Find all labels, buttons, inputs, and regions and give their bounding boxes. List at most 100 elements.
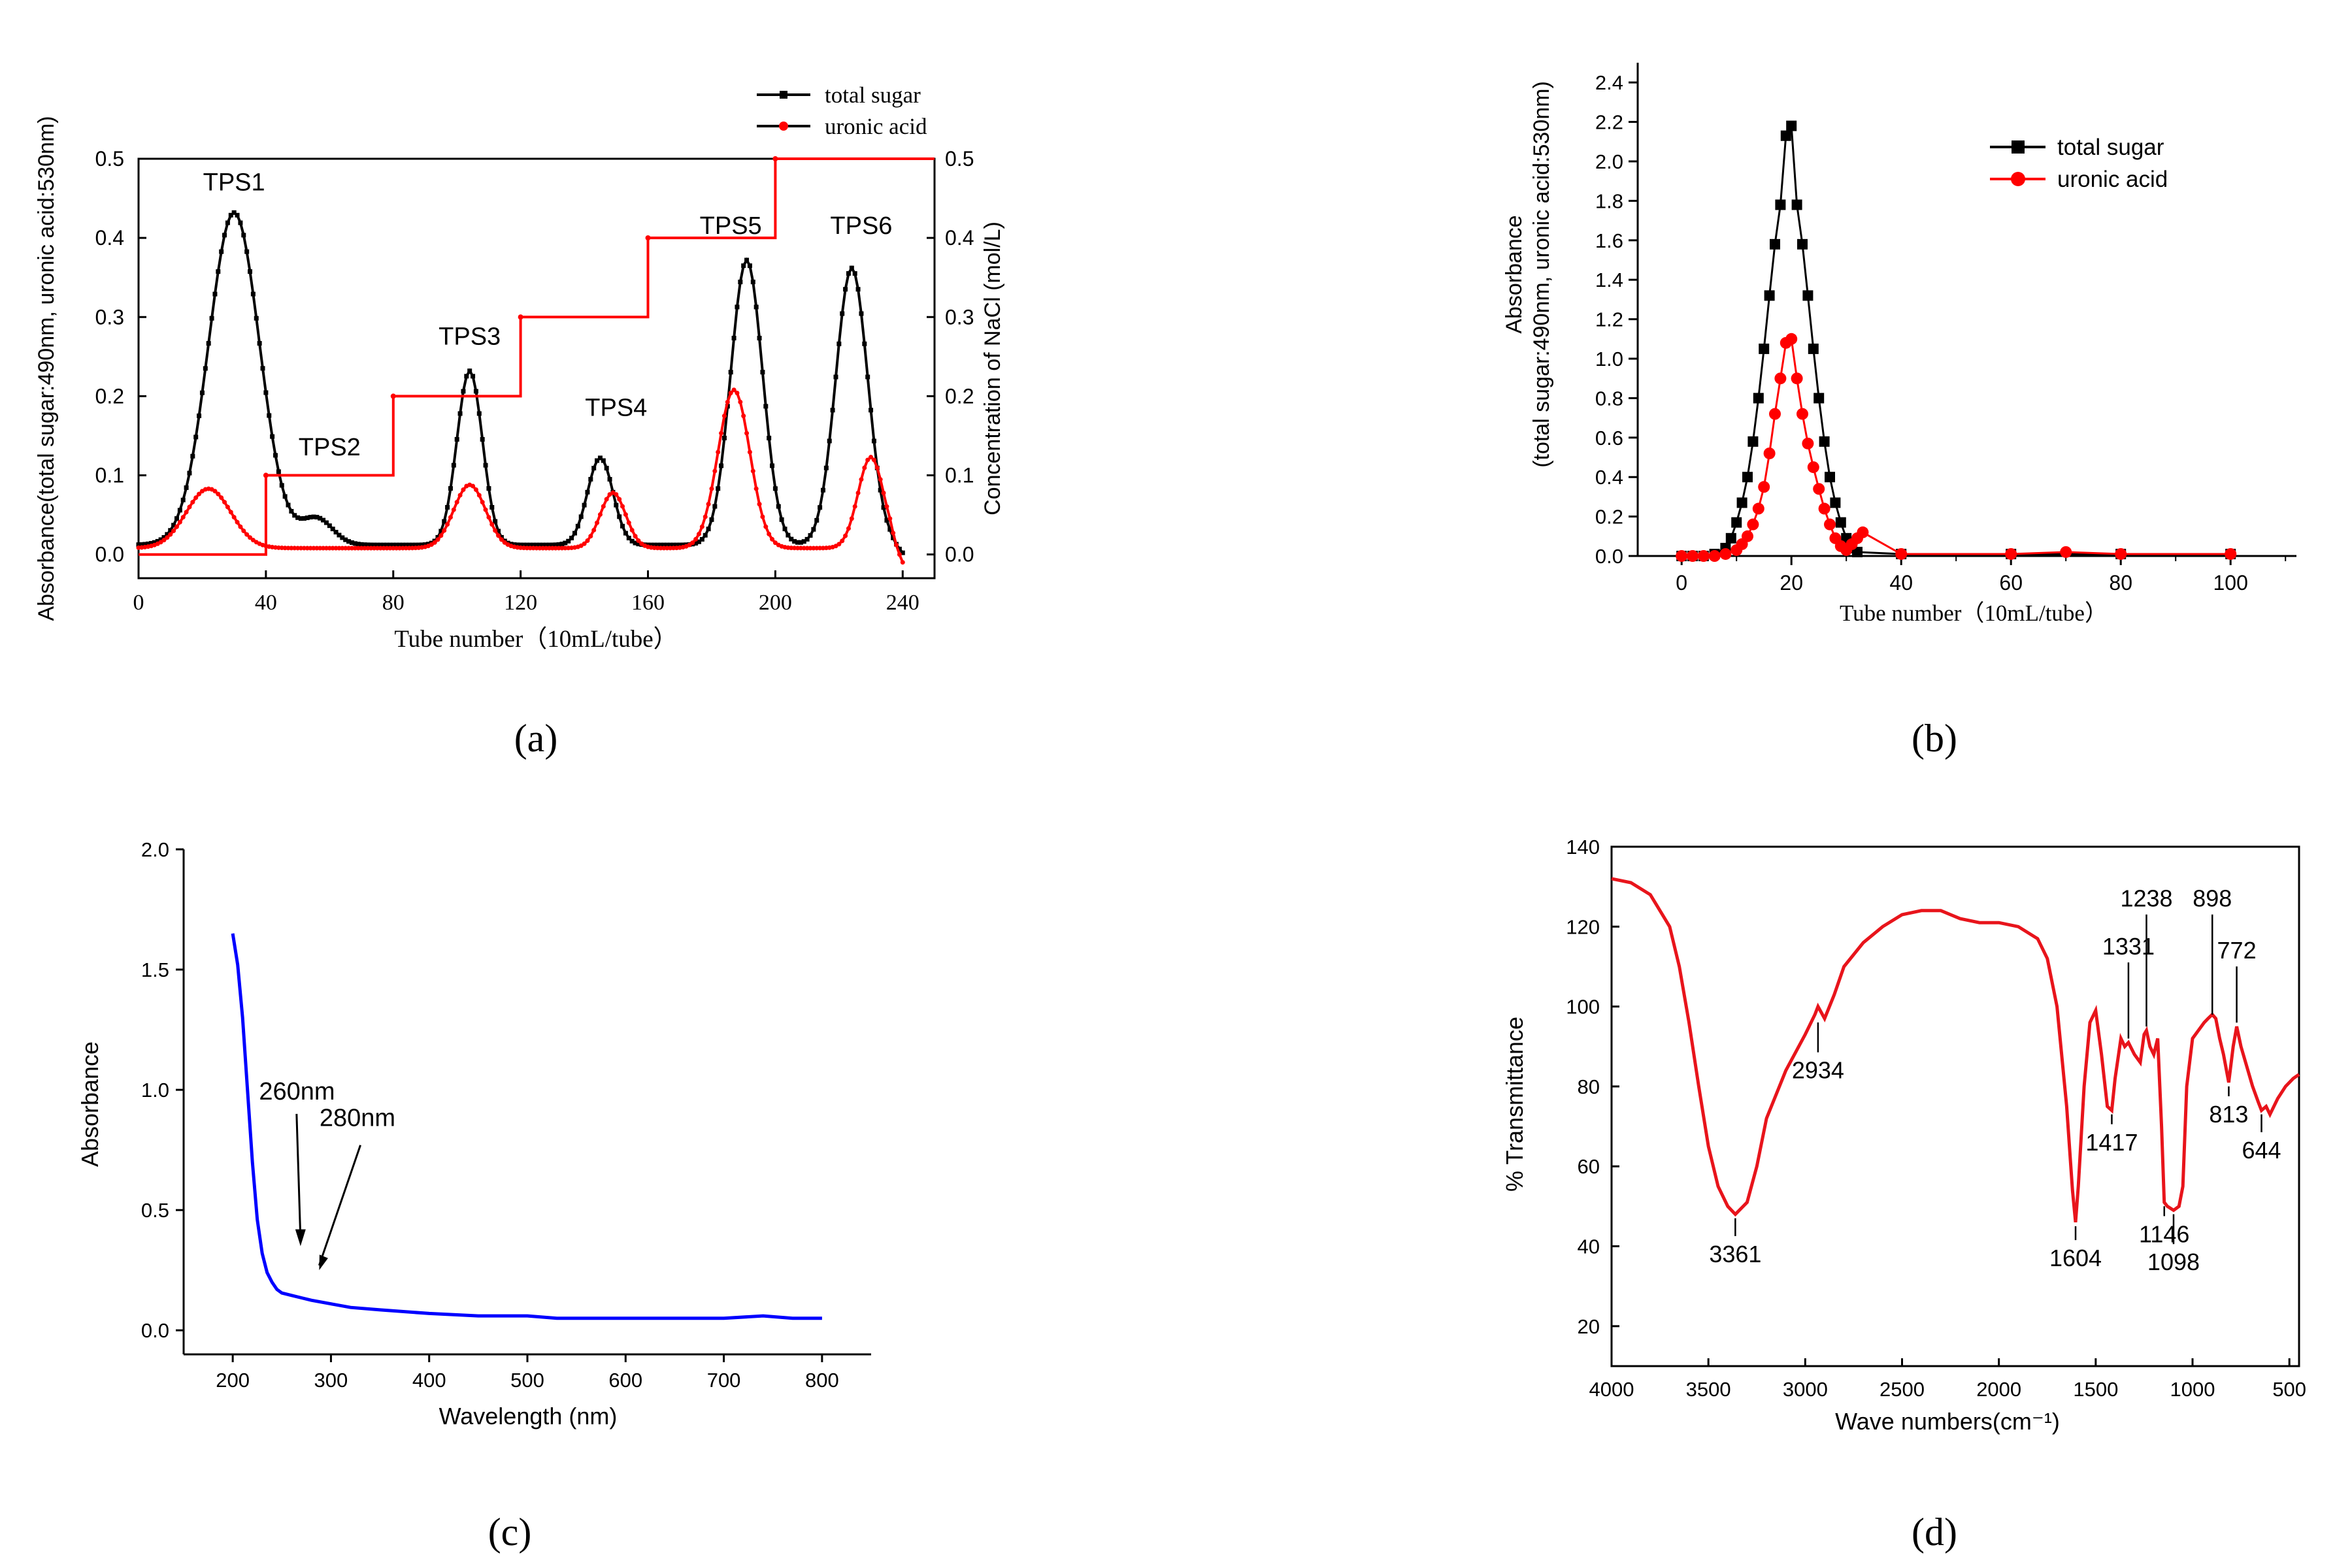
panel-c-y-ticks: 0.0 0.5 1.0 1.5 2.0 — [141, 838, 184, 1342]
uronic-acid-point — [403, 546, 408, 551]
y-tick-label: 1.4 — [1595, 269, 1623, 291]
uronic-acid-point — [731, 387, 737, 393]
total-sugar-point — [900, 550, 905, 555]
uronic-acid-point — [665, 546, 670, 551]
uronic-acid-point — [292, 546, 297, 551]
uronic-acid-point — [241, 529, 246, 534]
uronic-acid-point — [757, 502, 762, 507]
total-sugar-point — [531, 542, 536, 547]
uronic-acid-point — [744, 431, 750, 436]
total-sugar-point — [741, 263, 746, 269]
total-sugar-point — [286, 502, 291, 508]
total-sugar-point — [1791, 199, 1802, 210]
total-sugar-point — [1725, 532, 1736, 544]
total-sugar-point — [789, 536, 794, 542]
uronic-acid-point — [410, 546, 415, 551]
total-sugar-point — [786, 532, 791, 538]
uronic-acid-point — [878, 477, 883, 482]
total-sugar-point — [158, 537, 163, 542]
y-tick-label: 1.0 — [1595, 348, 1623, 370]
total-sugar-point — [384, 542, 389, 547]
total-sugar-point — [1770, 238, 1780, 250]
panel-b-y-axis-label-line1: Absorbance — [1502, 215, 1527, 333]
total-sugar-point — [719, 463, 724, 468]
uronic-acid-point — [187, 504, 192, 510]
uronic-acid-point — [165, 535, 170, 540]
total-sugar-point — [582, 502, 587, 508]
uronic-acid-point — [795, 546, 801, 551]
total-sugar-point — [524, 542, 529, 547]
uronic-acid-point — [546, 546, 552, 551]
uronic-acid-point — [668, 546, 673, 551]
uronic-acid-point — [391, 546, 396, 551]
y-tick-label: 0.0 — [95, 543, 124, 566]
uronic-acid-point — [881, 490, 886, 495]
y-tick-label: 1.2 — [1595, 308, 1623, 331]
peak-label: 1146 — [2139, 1220, 2189, 1247]
total-sugar-point — [566, 538, 571, 544]
total-sugar-point — [276, 469, 281, 474]
x-tick-label: 0 — [133, 591, 144, 615]
panel-d-y-ticks: 20 40 60 80 100 120 140 — [1566, 836, 1619, 1338]
uronic-acid-point — [356, 546, 361, 551]
panel-d-plot-area — [1611, 877, 2300, 1223]
uronic-acid-point — [884, 504, 889, 509]
total-sugar-point — [658, 542, 663, 547]
nacl-step-point — [390, 393, 396, 399]
total-sugar-point — [292, 513, 297, 518]
uronic-acid-point — [1697, 550, 1710, 562]
total-sugar-point — [738, 280, 743, 285]
total-sugar-point — [231, 210, 237, 215]
total-sugar-point — [146, 541, 151, 546]
total-sugar-point — [544, 542, 549, 547]
total-sugar-point — [451, 463, 456, 468]
total-sugar-point — [721, 435, 727, 440]
total-sugar-point — [798, 540, 803, 545]
peak-label: 1604 — [2049, 1245, 2102, 1271]
uronic-acid-point — [595, 520, 600, 525]
uronic-acid-point — [378, 546, 383, 551]
x-tick-label: 2000 — [1976, 1378, 2021, 1401]
total-sugar-point — [238, 220, 243, 225]
y2-tick-label: 0.3 — [945, 305, 974, 329]
peak-label: 772 — [2217, 937, 2257, 964]
uronic-acid-point — [725, 399, 730, 404]
uronic-acid-point — [439, 533, 444, 538]
uronic-acid-point — [318, 546, 323, 551]
total-sugar-point — [388, 542, 393, 547]
peak-label: 813 — [2209, 1101, 2248, 1128]
total-sugar-point — [250, 291, 256, 297]
x-tick-label: 300 — [314, 1369, 348, 1392]
total-sugar-point — [152, 540, 157, 545]
total-sugar-point — [518, 542, 523, 547]
uronic-acid-point — [716, 449, 721, 455]
uronic-acid-point — [473, 487, 478, 493]
x-tick-label: 500 — [510, 1369, 544, 1392]
y-tick-label: 40 — [1578, 1235, 1600, 1258]
uronic-acid-point — [177, 519, 182, 525]
uronic-acid-point — [1676, 550, 1688, 562]
total-sugar-point — [534, 542, 539, 547]
uronic-acid-point — [871, 457, 876, 463]
total-sugar-point — [298, 516, 303, 521]
total-sugar-point — [219, 249, 224, 254]
total-sugar-point — [871, 438, 876, 444]
x-tick-label: 500 — [2272, 1378, 2306, 1401]
total-sugar-point — [597, 455, 603, 461]
uronic-acid-point — [1818, 502, 1830, 515]
y-tick-label: 0.4 — [95, 226, 124, 250]
uronic-acid-point — [699, 524, 704, 529]
total-sugar-point — [833, 374, 838, 380]
total-sugar-point — [343, 537, 348, 542]
uronic-acid-point — [750, 468, 755, 474]
uronic-acid-point — [180, 515, 186, 520]
total-sugar-point — [267, 413, 272, 418]
total-sugar-point — [197, 413, 202, 418]
panel-c: 200 300 400 500 600 700 800 0.0 0.5 1.0 1.5 2.0 26… — [76, 838, 871, 1554]
uronic-acid-point — [559, 546, 565, 551]
uronic-acid-point — [483, 507, 488, 512]
y-tick-label: 80 — [1578, 1075, 1600, 1098]
uronic-acid-point — [760, 514, 765, 519]
total-sugar-point — [527, 542, 533, 547]
uronic-acid-point — [174, 524, 179, 529]
